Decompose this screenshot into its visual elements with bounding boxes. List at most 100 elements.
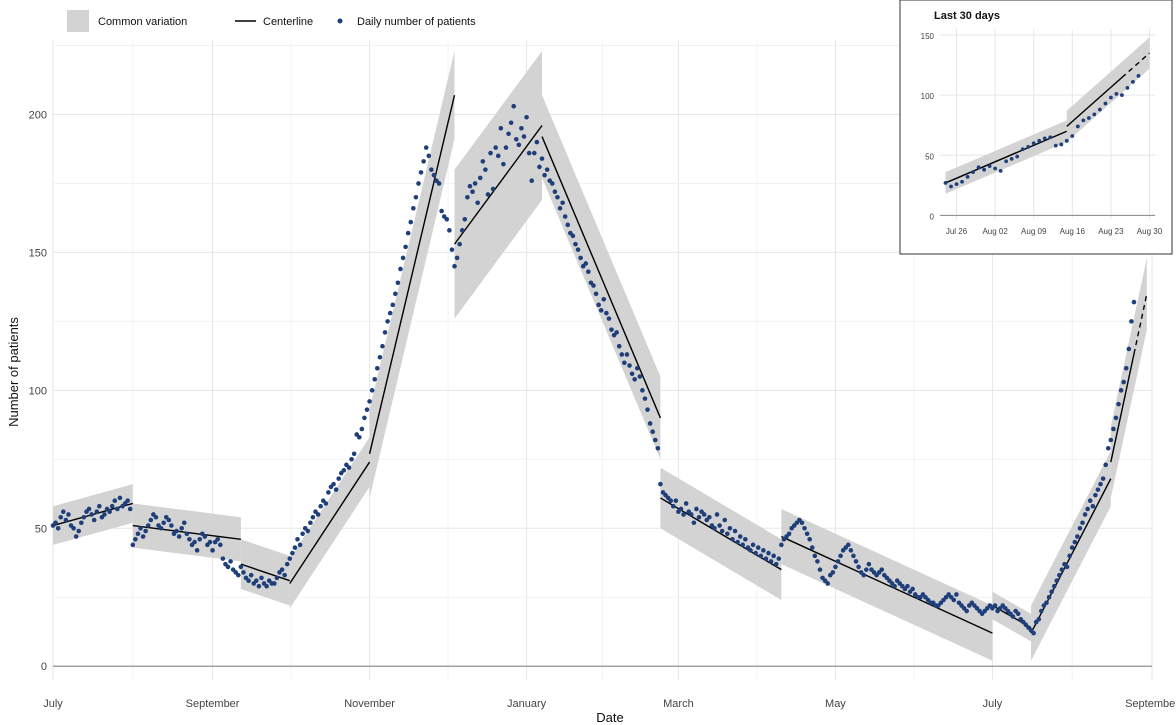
y-tick-label: 50 xyxy=(925,152,934,161)
data-point xyxy=(475,200,480,206)
data-point xyxy=(550,181,555,186)
data-point xyxy=(856,564,861,570)
data-point xyxy=(954,592,959,597)
data-point xyxy=(838,553,843,559)
data-point xyxy=(732,528,738,534)
data-point xyxy=(1051,583,1057,589)
data-point xyxy=(217,542,223,548)
data-point xyxy=(503,145,509,150)
data-point xyxy=(94,509,100,515)
data-point xyxy=(609,327,614,332)
data-point xyxy=(833,564,838,570)
data-point xyxy=(272,581,277,586)
data-point xyxy=(176,534,182,539)
y-tick-label: 100 xyxy=(29,385,47,397)
data-point xyxy=(513,137,519,142)
data-point xyxy=(351,451,357,457)
legend-label-centerline: Centerline xyxy=(263,16,313,28)
data-point xyxy=(416,181,421,186)
data-point xyxy=(779,542,784,548)
y-tick-label: 0 xyxy=(41,661,47,673)
data-point xyxy=(284,561,290,567)
data-point xyxy=(465,194,470,200)
data-point xyxy=(55,525,61,531)
data-point xyxy=(965,175,970,179)
x-tick-label: Aug 16 xyxy=(1060,227,1086,236)
data-point xyxy=(127,506,133,512)
data-point xyxy=(254,578,259,583)
data-point xyxy=(555,194,560,200)
data-point xyxy=(987,164,992,168)
data-point xyxy=(642,396,648,401)
data-point xyxy=(763,556,769,561)
x-tick-label: Aug 09 xyxy=(1021,227,1047,236)
data-point xyxy=(771,553,776,559)
data-point xyxy=(287,556,293,561)
data-point xyxy=(501,161,506,167)
data-point xyxy=(310,514,316,520)
data-point xyxy=(1057,572,1062,578)
data-point xyxy=(971,170,975,175)
data-point xyxy=(673,498,679,503)
data-point xyxy=(1069,545,1075,550)
centerline xyxy=(1110,353,1135,463)
data-point xyxy=(1015,611,1021,617)
data-point xyxy=(560,200,565,206)
data-point xyxy=(1054,578,1060,583)
data-point xyxy=(951,597,957,603)
legend-label-band: Common variation xyxy=(98,16,187,28)
y-tick-label: 0 xyxy=(930,212,935,221)
data-point xyxy=(112,498,118,503)
data-point xyxy=(537,164,542,170)
data-point xyxy=(477,175,483,181)
data-point xyxy=(544,167,550,172)
data-point xyxy=(670,503,676,509)
data-point xyxy=(166,517,172,523)
data-point xyxy=(140,534,146,539)
data-point xyxy=(596,302,601,308)
data-point xyxy=(259,575,264,581)
data-point xyxy=(246,578,251,583)
data-point xyxy=(1129,319,1134,324)
data-point xyxy=(1049,589,1054,595)
data-point xyxy=(606,316,612,321)
data-point xyxy=(678,506,684,512)
data-point xyxy=(102,512,107,517)
data-point xyxy=(395,280,401,286)
data-point xyxy=(130,542,136,548)
data-point xyxy=(1004,159,1009,164)
data-point xyxy=(369,388,375,393)
data-point xyxy=(323,501,329,506)
data-point xyxy=(1064,138,1069,143)
data-point xyxy=(1108,437,1114,443)
data-point xyxy=(905,583,910,589)
data-point xyxy=(1070,134,1075,138)
data-point xyxy=(1103,101,1108,106)
data-point xyxy=(949,184,953,189)
data-point xyxy=(583,261,589,266)
y-tick-label: 150 xyxy=(29,247,47,259)
data-point xyxy=(1085,506,1090,512)
data-point xyxy=(439,208,444,214)
data-point xyxy=(529,178,535,183)
data-point xyxy=(215,537,221,542)
data-point xyxy=(835,559,841,564)
data-point xyxy=(848,548,854,553)
data-point xyxy=(1114,92,1119,96)
data-point xyxy=(910,586,915,592)
data-point xyxy=(135,531,141,537)
data-point xyxy=(256,583,262,589)
inset-y-tick-labels: 0 50 100 150 xyxy=(921,32,935,221)
data-point xyxy=(1118,388,1124,393)
data-point xyxy=(624,352,630,357)
data-point xyxy=(148,517,154,523)
data-point xyxy=(315,512,321,517)
x-tick-label: September xyxy=(186,698,240,710)
data-point xyxy=(516,142,522,148)
data-point xyxy=(426,153,432,159)
data-point xyxy=(187,537,192,542)
x-tick-label: Aug 30 xyxy=(1137,227,1163,236)
data-point xyxy=(444,217,450,222)
data-point xyxy=(447,228,452,233)
